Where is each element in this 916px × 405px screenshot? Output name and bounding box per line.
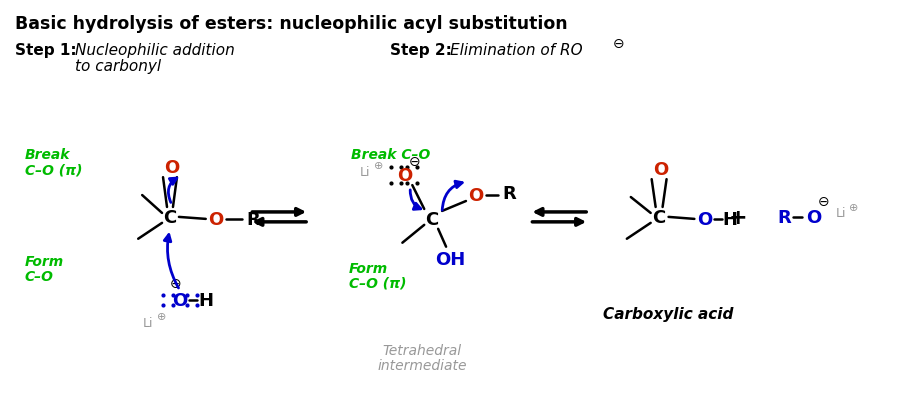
Text: Step 2:: Step 2: [390, 43, 453, 58]
Text: ⊖: ⊖ [818, 194, 829, 209]
Text: ⊖: ⊖ [613, 37, 625, 51]
Text: C: C [426, 210, 439, 228]
Text: Carboxylic acid: Carboxylic acid [604, 307, 734, 322]
Text: Basic hydrolysis of esters: nucleophilic acyl substitution: Basic hydrolysis of esters: nucleophilic… [15, 15, 568, 33]
Text: ⊕: ⊕ [848, 202, 858, 213]
Text: C: C [652, 209, 665, 226]
Text: Li: Li [359, 165, 370, 178]
Text: Break C–O: Break C–O [351, 148, 430, 162]
Text: OH: OH [435, 250, 465, 268]
Text: O: O [397, 167, 412, 185]
Text: Form: Form [349, 261, 388, 275]
Text: O: O [697, 210, 712, 228]
Text: R: R [503, 185, 517, 202]
Text: Elimination of RO: Elimination of RO [450, 43, 583, 58]
Text: Tetrahedral: Tetrahedral [383, 343, 462, 357]
Text: intermediate: intermediate [377, 358, 467, 372]
Text: O: O [172, 292, 188, 309]
Text: C–O (π): C–O (π) [25, 163, 82, 177]
Text: ⊕: ⊕ [374, 161, 383, 171]
Text: Form: Form [25, 254, 64, 268]
Text: H: H [198, 292, 213, 309]
Text: Li: Li [143, 316, 153, 329]
Text: +: + [729, 207, 747, 227]
Text: C–O (π): C–O (π) [349, 276, 407, 290]
Text: Nucleophilic addition: Nucleophilic addition [74, 43, 234, 58]
Text: R: R [777, 209, 791, 226]
Text: O: O [164, 159, 180, 177]
Text: to carbonyl: to carbonyl [74, 59, 161, 74]
Text: C–O: C–O [25, 269, 54, 283]
Text: Break: Break [25, 148, 71, 162]
Text: ⊖: ⊖ [170, 277, 181, 291]
Text: O: O [806, 209, 821, 226]
Text: ⊕: ⊕ [158, 311, 167, 322]
Text: O: O [208, 210, 224, 228]
Text: Li: Li [836, 207, 846, 220]
Text: ⊖: ⊖ [409, 155, 420, 169]
Text: O: O [653, 161, 669, 179]
Text: Step 1:: Step 1: [15, 43, 77, 58]
Text: O: O [468, 187, 484, 205]
Text: H: H [723, 210, 737, 228]
Text: C: C [163, 209, 177, 226]
Text: R: R [246, 210, 260, 228]
